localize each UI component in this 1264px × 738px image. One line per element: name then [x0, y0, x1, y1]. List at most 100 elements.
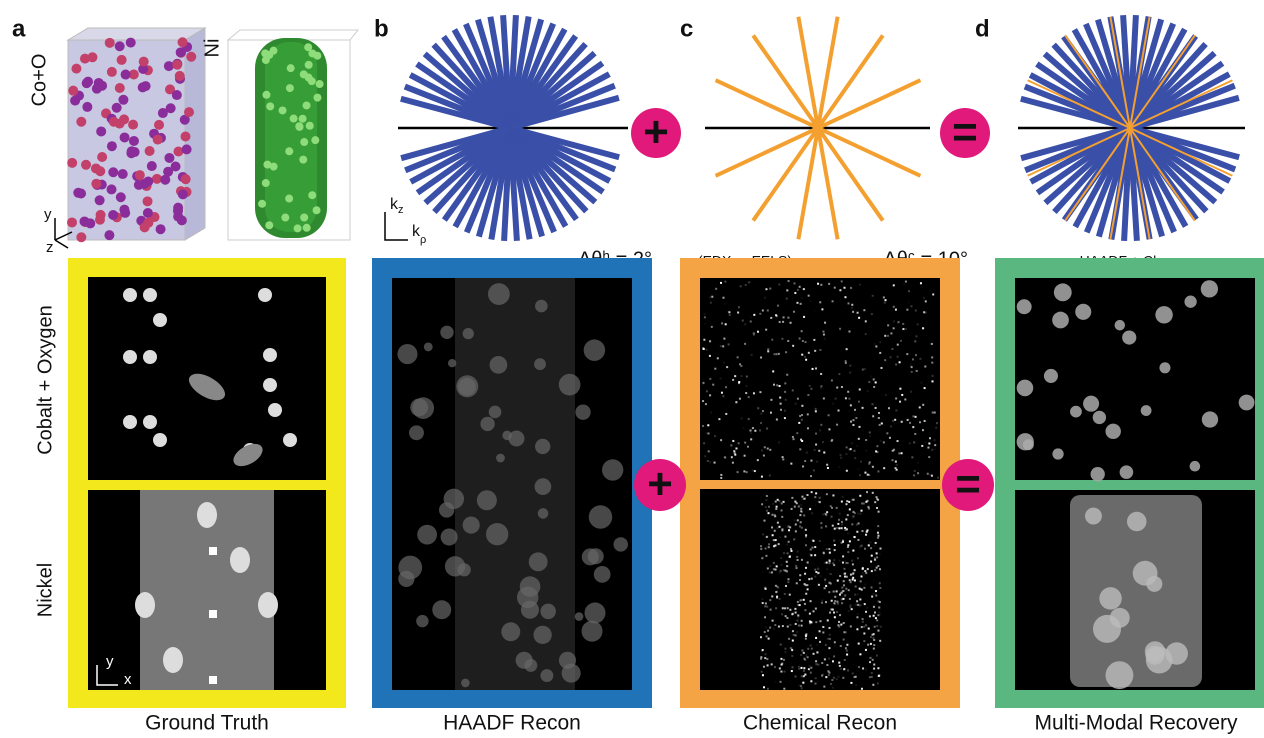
noise [872, 592, 875, 595]
noise [935, 426, 938, 429]
atom [174, 70, 185, 81]
atom [263, 160, 272, 169]
noise [805, 358, 808, 361]
noise [820, 674, 823, 677]
noise [919, 357, 922, 360]
atom [144, 145, 155, 156]
noise [782, 458, 785, 461]
particle [1016, 299, 1032, 315]
particle [1092, 410, 1107, 425]
noise [761, 309, 764, 312]
noise [804, 528, 807, 531]
noise [846, 643, 849, 646]
noise [908, 290, 911, 293]
noise [819, 496, 822, 499]
atom [163, 166, 174, 177]
noise [775, 353, 778, 356]
noise [825, 676, 828, 679]
noise [766, 509, 769, 512]
noise [817, 663, 820, 666]
noise [883, 301, 886, 304]
noise [797, 505, 800, 508]
noise [741, 319, 744, 322]
noise [796, 555, 799, 558]
noise [826, 511, 829, 514]
noise [818, 449, 821, 452]
noise [809, 553, 812, 556]
noise [873, 663, 876, 666]
noise [870, 375, 873, 378]
noise [754, 429, 757, 432]
atom [79, 53, 90, 64]
noise [829, 637, 832, 640]
noise [843, 668, 846, 671]
noise [783, 687, 786, 690]
noise [777, 543, 780, 546]
noise [820, 526, 823, 529]
noise [742, 427, 745, 430]
noise [730, 456, 733, 459]
noise [836, 602, 839, 605]
noise [781, 337, 784, 340]
noise [703, 313, 706, 316]
noise [820, 385, 823, 388]
noise [759, 312, 762, 315]
particle [528, 552, 548, 572]
noise [772, 513, 775, 516]
noise [825, 493, 828, 496]
noise [860, 460, 863, 463]
noise [851, 498, 854, 501]
noise [910, 366, 913, 369]
atom [165, 103, 176, 114]
particle [432, 600, 452, 620]
noise [736, 471, 739, 474]
noise [895, 463, 898, 466]
noise [723, 456, 726, 459]
noise [790, 670, 793, 673]
noise [838, 620, 841, 623]
noise [834, 600, 837, 603]
noise [811, 546, 814, 549]
noise [704, 403, 707, 406]
noise [796, 519, 799, 522]
noise [798, 421, 801, 424]
noise [815, 621, 818, 624]
atom [266, 102, 275, 111]
particle [581, 548, 599, 566]
particle [443, 488, 465, 510]
noise [773, 513, 776, 516]
noise [872, 415, 875, 418]
particle [1114, 319, 1126, 331]
noise [871, 633, 874, 636]
noise [774, 544, 777, 547]
noise [779, 643, 782, 646]
noise [853, 663, 855, 665]
noise [796, 432, 799, 435]
noise [858, 666, 861, 669]
noise [803, 514, 806, 517]
noise [848, 448, 851, 451]
noise [865, 500, 868, 503]
noise [810, 577, 813, 580]
noise [762, 556, 765, 559]
noise [868, 326, 870, 328]
row-label: Cobalt + Oxygen [34, 305, 56, 455]
noise [833, 539, 836, 542]
noise [888, 436, 891, 439]
noise [810, 459, 813, 462]
operator: + [643, 108, 669, 157]
noise [791, 613, 794, 616]
noise [872, 614, 875, 617]
noise [864, 570, 867, 573]
noise [787, 540, 790, 543]
particle [1092, 614, 1121, 643]
noise [877, 564, 880, 567]
noise [778, 500, 781, 503]
noise [844, 360, 847, 363]
noise [856, 628, 859, 631]
noise [765, 635, 768, 638]
noise [786, 373, 789, 376]
noise [879, 568, 882, 571]
noise [871, 595, 874, 598]
noise [798, 285, 801, 288]
